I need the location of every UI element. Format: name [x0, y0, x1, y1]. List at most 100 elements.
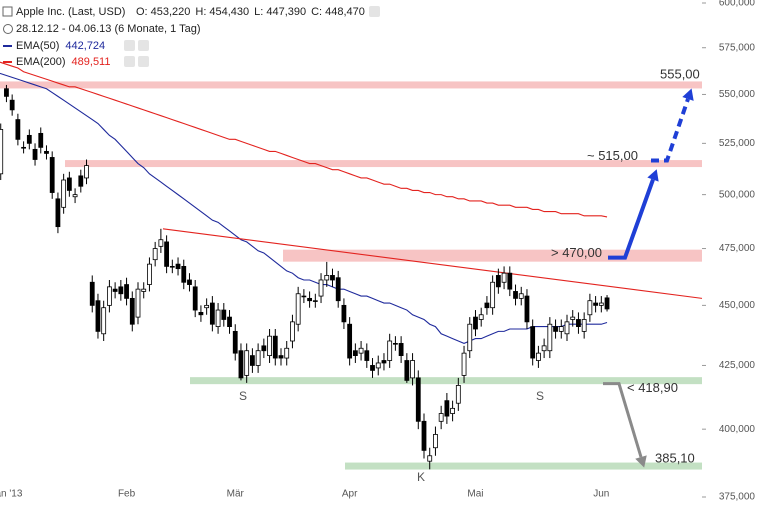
candle-body	[21, 146, 27, 149]
chart-header: Apple Inc. (Last, USD) O: 453,220 H: 454,43…	[2, 6, 380, 68]
ohlc-value: 448,470	[325, 6, 365, 18]
projection-arrow	[651, 98, 690, 163]
candle-body	[324, 275, 330, 281]
ema-line	[0, 61, 608, 218]
candle-body	[358, 347, 364, 354]
candle-body	[238, 350, 244, 379]
candle-body	[244, 350, 250, 376]
candle-body	[347, 323, 353, 359]
ohlc-value: 447,390	[266, 6, 306, 18]
candle-body	[78, 175, 84, 187]
ohlc-values: O: 453,220 H: 454,430 L: 447,390 C: 448,470	[136, 6, 365, 18]
candle-body	[215, 309, 221, 328]
candle-body	[530, 326, 536, 359]
close-button[interactable]	[138, 56, 149, 67]
candle-body	[553, 326, 558, 332]
candle-body	[415, 377, 421, 422]
x-tick-label: Jan '13	[0, 489, 23, 500]
candle-body	[158, 239, 164, 247]
candle-body	[541, 345, 547, 352]
candle-body	[392, 343, 398, 345]
zone-band	[283, 249, 702, 262]
candle-body	[370, 365, 375, 371]
legend-entry: EMA(50) 442,724	[16, 40, 105, 52]
candle-body	[473, 316, 478, 330]
candle-body	[330, 275, 335, 281]
candle-body	[192, 286, 198, 311]
legend-name: EMA(50)	[16, 40, 59, 52]
zone-band	[190, 377, 702, 385]
candle-body	[44, 150, 49, 154]
x-tick-label: Apr	[342, 489, 358, 500]
candle-body	[141, 288, 147, 292]
trendline	[162, 228, 703, 299]
projection-arrow-head	[647, 169, 659, 182]
candle-body	[232, 330, 238, 354]
settings-button[interactable]	[124, 56, 135, 67]
candle-body	[564, 321, 570, 335]
level-label: 555,00	[660, 66, 700, 81]
zone-band	[65, 160, 702, 168]
candle-body	[187, 279, 192, 285]
candle-body	[593, 302, 598, 306]
candle-body	[0, 129, 4, 175]
candle-body	[26, 134, 32, 144]
y-tick-label: 500,000	[719, 189, 756, 200]
candle-body	[290, 321, 295, 342]
x-tick-label: Mär	[227, 489, 245, 500]
y-tick-label: 400,000	[719, 424, 756, 435]
candle-body	[255, 350, 261, 366]
projection-arrow	[603, 382, 643, 458]
y-tick-label: 525,000	[719, 138, 756, 149]
candle-body	[375, 362, 381, 369]
candle-body	[495, 275, 501, 288]
candle-body	[455, 385, 461, 404]
instrument-title: Apple Inc. (Last, USD)	[16, 6, 125, 18]
candle-body	[536, 352, 541, 361]
candle-body	[49, 157, 55, 193]
legend-value: 489,511	[72, 56, 111, 68]
candle-body	[55, 198, 61, 228]
candle-body	[387, 340, 393, 361]
candle-body	[32, 148, 38, 160]
candle-body	[438, 413, 444, 422]
y-tick-label: 600,000	[719, 0, 756, 9]
candle-body	[169, 265, 175, 268]
ohlc-key: L:	[254, 6, 263, 18]
candle-body	[467, 323, 473, 352]
zone-band	[345, 462, 702, 470]
instrument-icon	[2, 6, 13, 17]
x-tick-label: Jun	[593, 489, 609, 500]
candle-body	[335, 277, 341, 302]
candle-body	[66, 177, 72, 191]
candle-body	[410, 360, 415, 379]
legend-value: 442,724	[65, 40, 105, 52]
settings-button[interactable]	[369, 6, 380, 17]
y-tick-label: 425,000	[719, 360, 756, 371]
candle-body	[507, 272, 513, 290]
close-button[interactable]	[138, 40, 149, 51]
candle-body	[152, 248, 158, 261]
period-text: 28.12.12 - 04.06.13 (6 Monate, 1 Tag)	[16, 23, 200, 35]
candle-body	[433, 434, 438, 449]
settings-button[interactable]	[124, 40, 135, 51]
level-label: > 470,00	[551, 245, 602, 260]
clock-icon	[3, 24, 13, 34]
level-label: 385,10	[655, 451, 695, 466]
candle-body	[312, 300, 318, 302]
candle-body	[598, 302, 604, 306]
projection-arrow	[608, 178, 655, 260]
candle-body	[587, 300, 593, 316]
candle-body	[421, 420, 427, 451]
candle-body	[101, 307, 107, 335]
candle-body	[513, 291, 518, 299]
candle-body	[278, 355, 284, 359]
candle-body	[198, 312, 204, 316]
candle-body	[570, 316, 576, 320]
ohlc-value: 454,430	[209, 6, 249, 18]
ohlc-value: 453,220	[151, 6, 191, 18]
candle-body	[450, 407, 456, 414]
candle-body	[581, 319, 587, 332]
